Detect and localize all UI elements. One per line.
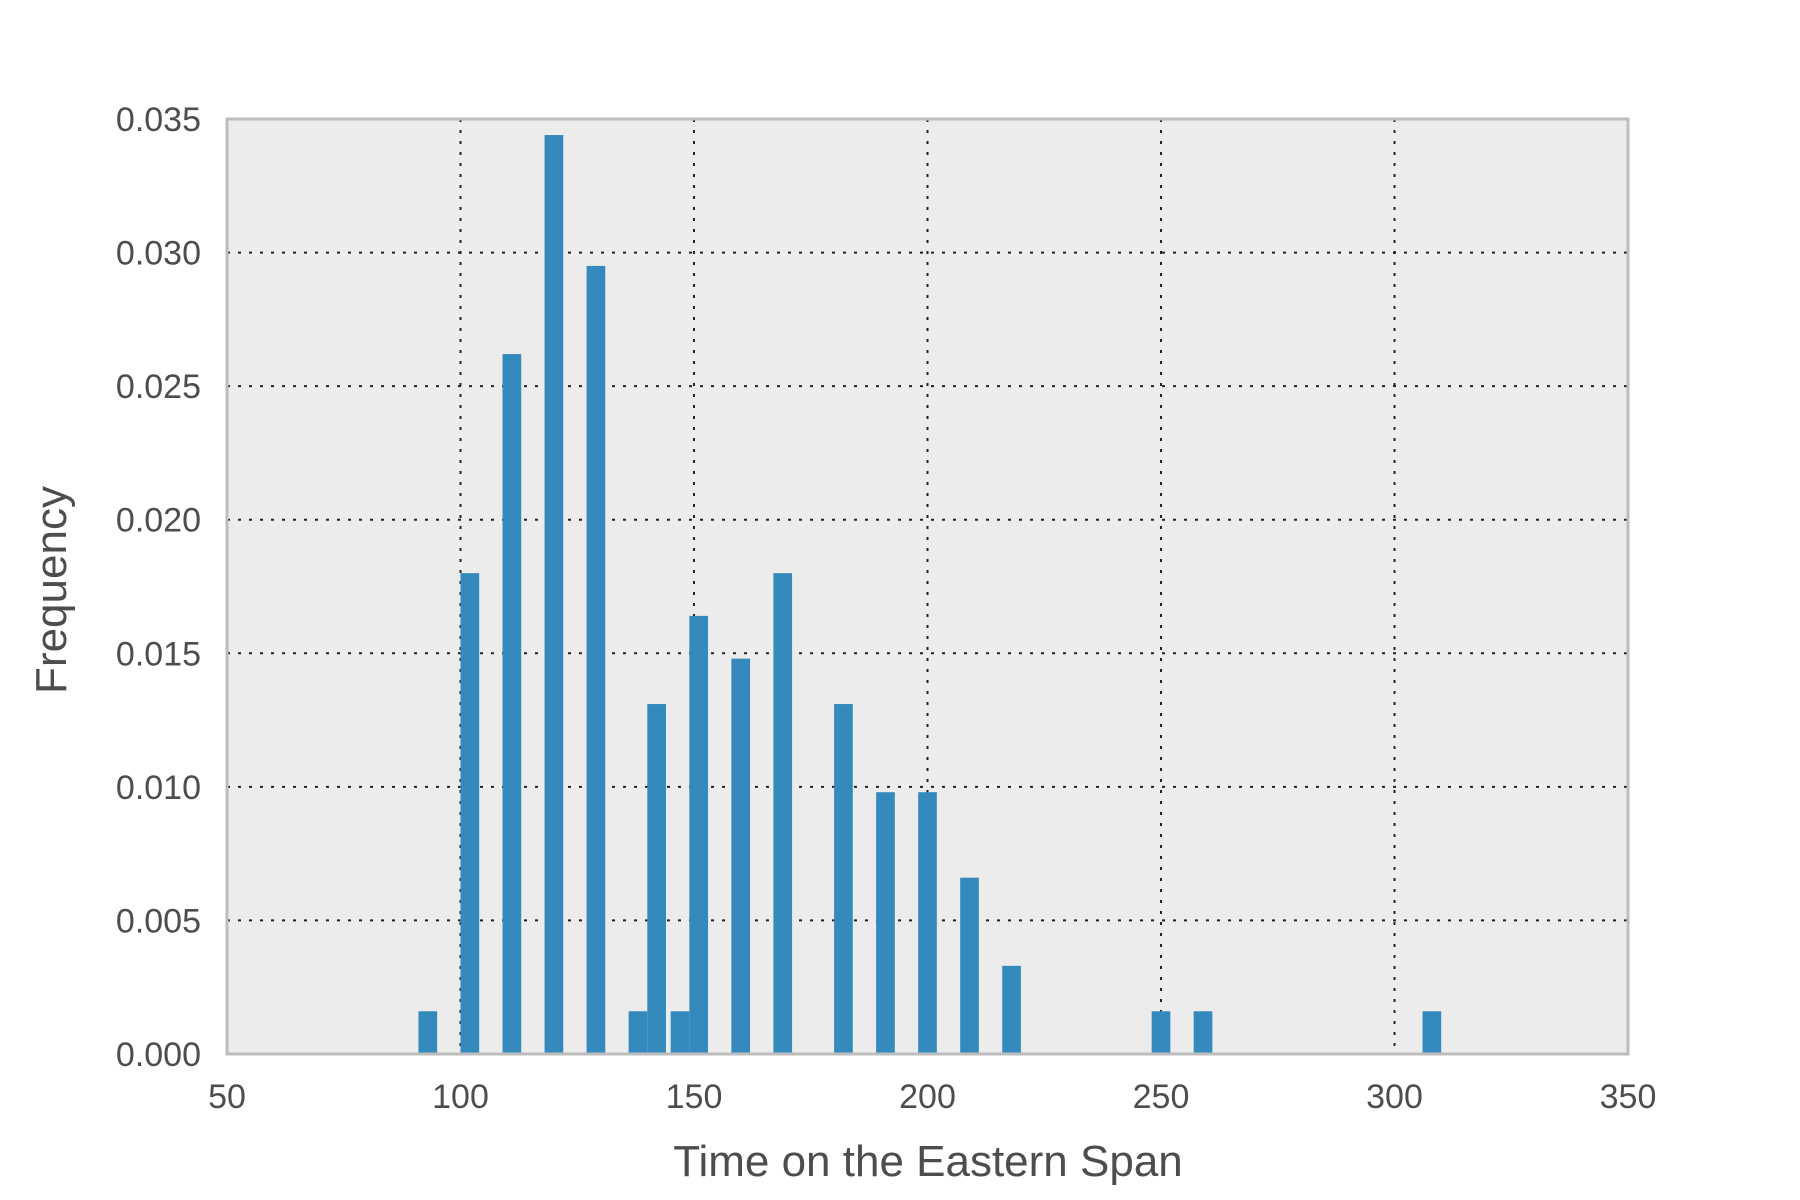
y-tick-labels: 0.000 0.005 0.010 0.015 0.020 0.025 0.030 0.035 xyxy=(116,101,201,1074)
y-tick-label: 0.000 xyxy=(116,1036,201,1074)
histogram-bar xyxy=(628,1011,648,1054)
histogram-bar xyxy=(1002,965,1021,1054)
histogram-bar xyxy=(960,877,979,1054)
histogram-bar xyxy=(502,354,522,1055)
histogram-bar xyxy=(670,1011,690,1054)
y-tick-label: 0.035 xyxy=(116,101,201,139)
histogram-bar xyxy=(918,792,937,1054)
histogram-bar xyxy=(586,265,606,1054)
y-tick-label: 0.020 xyxy=(116,502,201,540)
x-axis-title: Time on the Eastern Span xyxy=(673,1137,1183,1186)
y-tick-label: 0.005 xyxy=(116,902,201,940)
x-tick-label: 300 xyxy=(1366,1078,1423,1116)
y-tick-label: 0.015 xyxy=(116,635,201,673)
bars-group xyxy=(418,135,1442,1055)
histogram-bar xyxy=(689,615,709,1054)
x-tick-label: 350 xyxy=(1600,1078,1657,1116)
x-tick-label: 200 xyxy=(899,1078,956,1116)
histogram-bar xyxy=(876,792,895,1054)
x-tick-label: 100 xyxy=(432,1078,489,1116)
histogram-bar xyxy=(460,573,480,1054)
histogram-bar xyxy=(544,135,564,1054)
x-tick-label: 150 xyxy=(666,1078,723,1116)
plot-frame xyxy=(225,117,1630,1056)
y-tick-label: 0.025 xyxy=(116,368,201,406)
y-tick-label: 0.030 xyxy=(116,235,201,273)
histogram-bar xyxy=(773,573,793,1054)
x-tick-label: 50 xyxy=(208,1078,246,1116)
histogram-bar xyxy=(731,658,751,1054)
histogram-bar xyxy=(1422,1011,1442,1054)
y-axis-title: Frequency xyxy=(27,486,76,694)
histogram-bar xyxy=(1193,1011,1213,1054)
x-tick-label: 250 xyxy=(1133,1078,1190,1116)
histogram-bar xyxy=(647,704,666,1054)
y-tick-label: 0.010 xyxy=(116,769,201,807)
histogram-bar xyxy=(834,704,853,1054)
histogram-bar xyxy=(418,1011,438,1054)
x-tick-labels: 50 100 150 200 250 300 350 xyxy=(208,1078,1656,1116)
histogram-bar xyxy=(1151,1011,1171,1054)
